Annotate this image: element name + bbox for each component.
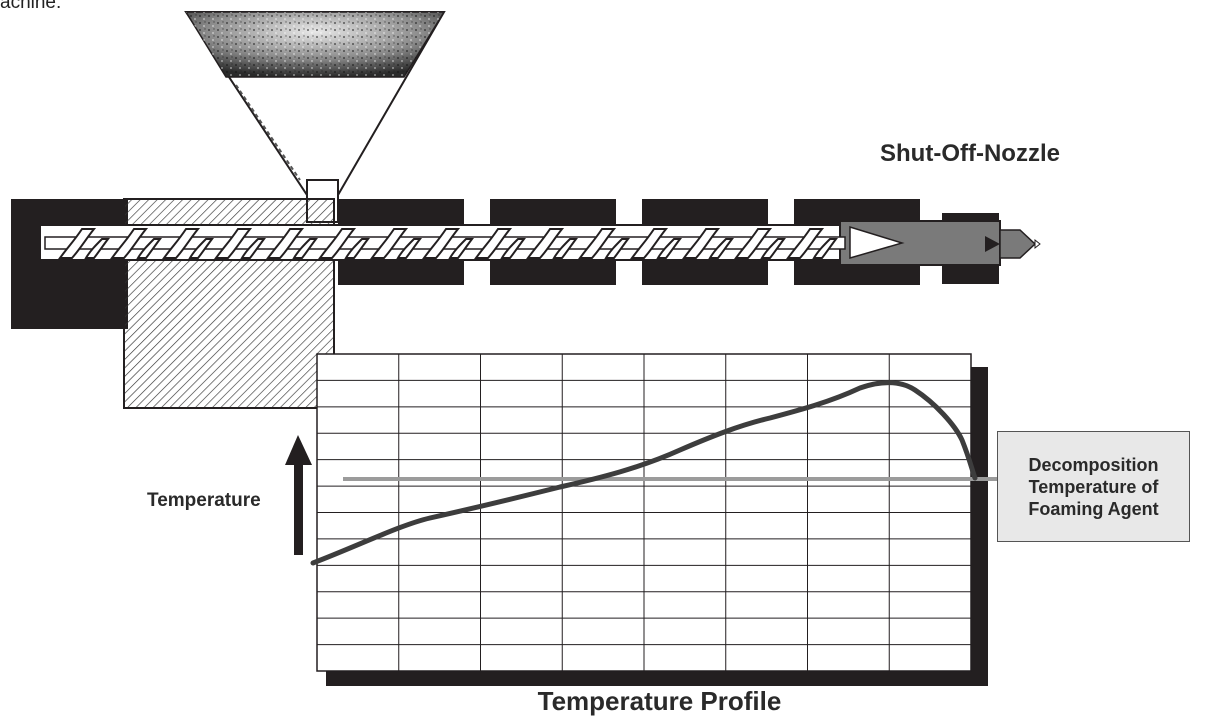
screw-flight: [370, 228, 409, 259]
temperature-chart: [310, 353, 1007, 686]
top-caption: achine:: [0, 0, 62, 13]
screw-flight: [604, 238, 630, 259]
screw-flight: [214, 228, 253, 259]
screw-flight: [266, 228, 305, 259]
temperature-curve: [310, 380, 978, 566]
profile-title: Temperature Profile: [537, 686, 782, 716]
shut-off-nozzle: [849, 225, 1041, 259]
screw-flight: [136, 238, 162, 259]
screw-tip: [849, 225, 905, 259]
screw-flight: [500, 238, 526, 259]
screw-flight: [734, 228, 773, 259]
screw-flight: [84, 238, 110, 259]
nozzle-tip: [999, 229, 1037, 259]
temperature-arrow: [285, 435, 312, 555]
screw-flight: [656, 238, 682, 259]
screw-flight: [318, 228, 357, 259]
screw-flight: [708, 238, 734, 259]
screw-flight: [344, 238, 370, 259]
feed-block: [11, 199, 128, 329]
screw: [44, 228, 846, 259]
screw-flight: [786, 228, 825, 259]
screw-flight: [552, 238, 578, 259]
screw-flight: [448, 238, 474, 259]
decomposition-line-1: Decomposition: [1028, 454, 1159, 475]
temperature-axis-label: Temperature: [147, 490, 261, 511]
hopper: [184, 11, 446, 223]
decomposition-line-3: Foaming Agent: [1028, 498, 1159, 519]
screw-flight: [474, 228, 513, 259]
screw-flight: [422, 228, 461, 259]
screw-flight: [188, 238, 214, 259]
screw-flight: [812, 238, 838, 259]
chart-grid: [317, 354, 971, 671]
screw-flight: [110, 228, 149, 259]
screw-flight: [240, 238, 266, 259]
screw-flight: [578, 228, 617, 259]
screw-flight: [162, 228, 201, 259]
screw-flight: [760, 238, 786, 259]
screw-flight: [58, 228, 97, 259]
nozzle-label: Shut-Off-Nozzle: [880, 140, 1060, 167]
decomposition-label-box: Decomposition Temperature of Foaming Age…: [997, 431, 1190, 542]
screw-flight: [682, 228, 721, 259]
screw-flight: [396, 238, 422, 259]
decomposition-line-2: Temperature of: [1028, 476, 1159, 497]
screw-flight: [630, 228, 669, 259]
screw-flight: [526, 228, 565, 259]
screw-flight: [292, 238, 318, 259]
